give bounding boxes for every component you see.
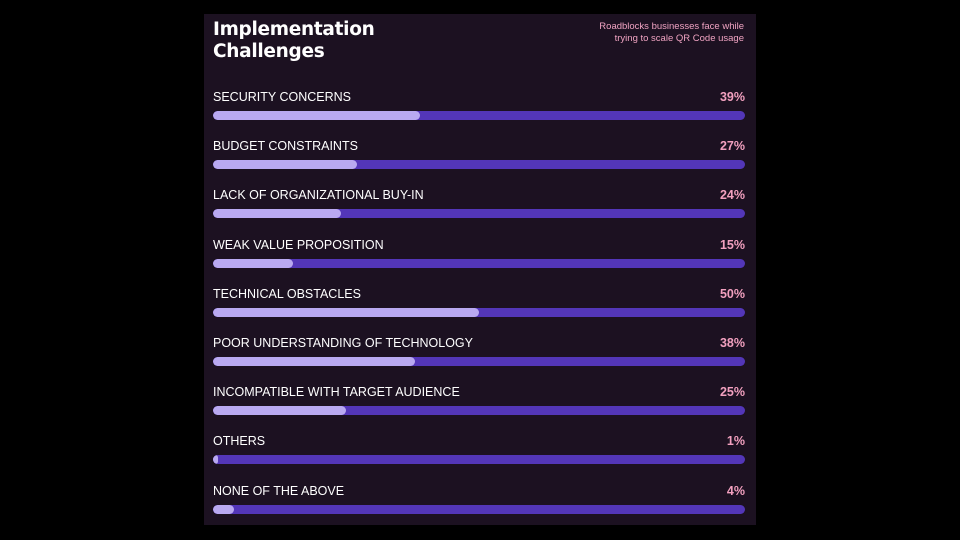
bar-fill bbox=[213, 455, 219, 465]
bar-category-label: NONE OF THE ABOVE bbox=[213, 483, 345, 498]
bar-fill bbox=[213, 406, 346, 416]
bar-value-label: 25% bbox=[719, 385, 745, 400]
bar-category-label: OTHERS bbox=[213, 434, 266, 449]
bar-track bbox=[213, 504, 745, 514]
bar-row: NONE OF THE ABOVE 4% bbox=[213, 482, 745, 531]
bar-row: TECHNICAL OBSTACLES 50% bbox=[213, 285, 745, 334]
bar-track bbox=[213, 209, 745, 219]
bar-track bbox=[213, 356, 745, 366]
chart-card: Implementation Challenges Roadblocks bus… bbox=[204, 14, 756, 525]
bar-track bbox=[213, 406, 745, 416]
bar-fill bbox=[213, 504, 235, 514]
bar-fill bbox=[213, 111, 421, 120]
bar-row: INCOMPATIBLE WITH TARGET AUDIENCE 25% bbox=[213, 383, 745, 432]
bar-row: BUDGET CONSTRAINTS 27% bbox=[213, 137, 745, 186]
bar-track bbox=[213, 160, 745, 170]
bar-track bbox=[213, 455, 745, 465]
bar-row: POOR UNDERSTANDING OF TECHNOLOGY 38% bbox=[213, 334, 745, 383]
bar-value-label: 4% bbox=[726, 483, 745, 498]
bar-row: SECURITY CONCERNS 39% bbox=[213, 88, 745, 137]
chart-subtitle: Roadblocks businesses face while trying … bbox=[599, 21, 744, 44]
bar-track bbox=[213, 307, 745, 317]
bar-value-label: 24% bbox=[719, 188, 745, 203]
bar-list: SECURITY CONCERNS 39% BUDGET CONSTRAINTS 27… bbox=[213, 88, 745, 531]
bar-category-label: SECURITY CONCERNS bbox=[213, 90, 351, 104]
bar-row: WEAK VALUE PROPOSITION 15% bbox=[213, 236, 745, 285]
bar-value-label: 50% bbox=[719, 286, 745, 301]
bar-row: OTHERS 1% bbox=[213, 432, 745, 481]
bar-fill bbox=[213, 307, 479, 317]
bar-fill bbox=[213, 258, 293, 268]
bar-track bbox=[213, 258, 745, 268]
bar-category-label: BUDGET CONSTRAINTS bbox=[213, 139, 358, 154]
bar-value-label: 39% bbox=[719, 90, 745, 104]
bar-fill bbox=[213, 209, 341, 219]
chart-title: Implementation Challenges bbox=[213, 19, 375, 62]
bar-category-label: LACK OF ORGANIZATIONAL BUY-IN bbox=[213, 188, 424, 203]
bar-category-label: POOR UNDERSTANDING OF TECHNOLOGY bbox=[213, 335, 473, 350]
bar-row: LACK OF ORGANIZATIONAL BUY-IN 24% bbox=[213, 186, 745, 235]
bar-category-label: INCOMPATIBLE WITH TARGET AUDIENCE bbox=[213, 385, 460, 400]
bar-track bbox=[213, 111, 745, 120]
bar-value-label: 1% bbox=[726, 434, 745, 449]
bar-category-label: TECHNICAL OBSTACLES bbox=[213, 286, 361, 301]
bar-value-label: 27% bbox=[719, 139, 745, 154]
bar-value-label: 38% bbox=[719, 335, 745, 350]
bar-category-label: WEAK VALUE PROPOSITION bbox=[213, 237, 384, 252]
bar-fill bbox=[213, 356, 416, 366]
bar-value-label: 15% bbox=[719, 237, 745, 252]
bar-fill bbox=[213, 160, 357, 170]
